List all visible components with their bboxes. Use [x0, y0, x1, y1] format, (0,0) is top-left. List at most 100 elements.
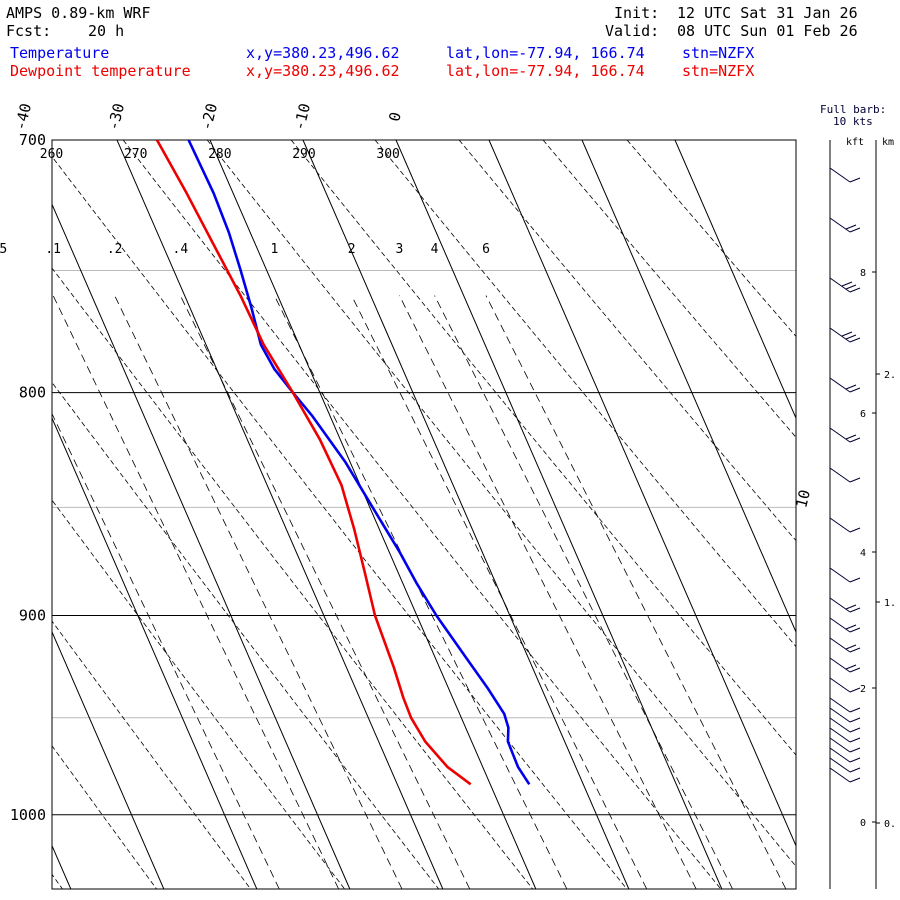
barb-flag: [845, 624, 857, 630]
init-value: 12 UTC Sat 31 Jan 26: [677, 4, 858, 22]
barb-shaft: [829, 737, 851, 753]
dewpoint-legend: Dewpoint temperature: [10, 62, 191, 80]
theta-label: 290: [292, 147, 315, 162]
km-tick-label: 1.: [884, 598, 896, 609]
dewpoint-station: stn=NZFX: [682, 62, 755, 80]
wind-barb: [829, 277, 861, 293]
barb-shaft: [829, 707, 851, 723]
kft-tick-label: 2: [860, 684, 866, 695]
barb-shaft: [829, 217, 851, 233]
isotherm: [52, 416, 258, 889]
theta-label: 270: [124, 147, 147, 162]
pressure-label: 800: [19, 384, 46, 402]
temperature-label: -40: [11, 101, 35, 132]
barb-flag: [845, 224, 857, 230]
mixing-ratio-line: [52, 412, 280, 889]
wind-barb: [829, 617, 861, 633]
wind-barb: [829, 427, 861, 443]
wind-barb: [829, 737, 861, 753]
barb-shaft: [829, 517, 851, 533]
mixing-ratio-line: [180, 295, 471, 889]
mixing-ratio-label: 4: [431, 242, 439, 257]
wind-barb: [829, 167, 861, 183]
dry-adiabat: [52, 499, 345, 889]
mixing-ratio-label: 2: [348, 242, 356, 257]
wind-barbs: [829, 167, 861, 783]
barb-flag: [849, 527, 861, 533]
barb-flag: [849, 227, 861, 233]
isotherm: [488, 140, 796, 848]
mixing-ratio-line: [114, 295, 403, 889]
wind-barb: [829, 327, 861, 343]
isotherm: [209, 140, 537, 889]
barb-flag: [849, 747, 861, 753]
wind-barb: [829, 767, 861, 783]
isotherm: [302, 140, 630, 889]
barb-flag: [849, 727, 861, 733]
dry-adiabat: [52, 381, 440, 889]
dry-adiabat: [52, 620, 251, 889]
skewt-grid: [52, 140, 796, 889]
barb-shaft: [829, 767, 851, 783]
mixing-ratio-label: .05: [0, 242, 7, 257]
temperature-label: -20: [197, 101, 221, 132]
forecast-label: Fcst:: [6, 22, 52, 40]
barb-flag: [849, 647, 861, 653]
wind-barb: [829, 657, 861, 673]
km-tick-label: 2.: [884, 370, 896, 381]
barb-flag: [849, 627, 861, 633]
barb-shaft: [829, 467, 851, 483]
barb-shaft: [829, 697, 851, 713]
kft-tick-label: 4: [860, 548, 866, 559]
wind-barb: [829, 377, 861, 393]
km-tick-label: 0.: [884, 819, 896, 830]
barb-shaft: [829, 597, 851, 613]
dry-adiabat: [52, 745, 157, 889]
dry-adiabat: [290, 140, 796, 756]
isotherm: [581, 140, 796, 634]
pressure-label: 700: [19, 131, 46, 149]
dewpoint-xy: x,y=380.23,496.62: [246, 62, 400, 80]
temperature-station: stn=NZFX: [682, 44, 755, 62]
dry-adiabat: [542, 140, 796, 438]
temperature-legend: Temperature: [10, 44, 110, 62]
kft-tick-label: 0: [860, 818, 866, 829]
barb-flag: [849, 687, 861, 693]
barb-flag: [849, 737, 861, 743]
barb-shaft: [829, 657, 851, 673]
barb-flag: [845, 284, 857, 290]
kft-tick-label: 6: [860, 409, 866, 420]
wind-barb: [829, 717, 861, 733]
plot-frame: [51, 139, 797, 890]
barb-flag: [849, 667, 861, 673]
barb-shaft: [829, 717, 851, 733]
barb-flag: [841, 331, 853, 337]
wind-barb: [829, 597, 861, 613]
barb-flag: [849, 757, 861, 763]
isotherm: [674, 140, 796, 420]
temperature-xy: x,y=380.23,496.62: [246, 44, 400, 62]
wind-barb: [829, 707, 861, 723]
theta-label: 300: [376, 147, 399, 162]
wind-barb: [829, 567, 861, 583]
temperature-label: -10: [290, 101, 314, 132]
pressure-label: 900: [19, 606, 46, 624]
wind-barb: [829, 677, 861, 693]
mixing-ratio-line: [52, 295, 339, 889]
barb-flag: [849, 607, 861, 613]
dry-adiabat: [122, 140, 722, 889]
wind-barb: [829, 697, 861, 713]
barb-shaft: [829, 757, 851, 773]
barb-flag: [845, 334, 857, 340]
wind-barb: [829, 517, 861, 533]
mixing-ratio-line: [485, 295, 787, 889]
kft-label: kft: [846, 137, 864, 148]
init-label: Init:: [614, 4, 660, 22]
barb-shaft: [829, 427, 851, 443]
barb-legend-line2: 10 kts: [833, 115, 873, 128]
mixing-ratio-line: [434, 295, 733, 889]
barb-legend-line1: Full barb:: [820, 103, 886, 116]
km-label: km: [882, 137, 894, 148]
barb-flag: [849, 707, 861, 713]
barb-shaft: [829, 167, 851, 183]
